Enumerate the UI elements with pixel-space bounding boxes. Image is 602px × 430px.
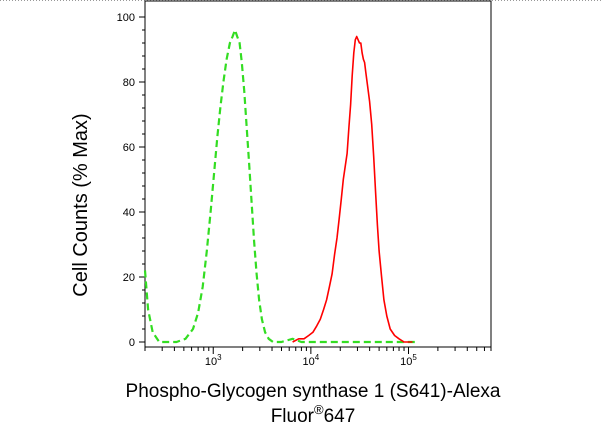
registered-mark: ® <box>314 402 324 417</box>
x-axis: 103 104 105 <box>144 347 492 368</box>
y-axis: 0 20 40 60 80 100 <box>117 12 145 349</box>
y-tick-label: 60 <box>123 142 135 154</box>
y-tick-label: 0 <box>129 337 135 349</box>
x-axis-title-line1: Phospho-Glycogen synthase 1 (S641)-Alexa <box>126 381 501 402</box>
x-tick-label-base: 10 <box>303 356 315 368</box>
x-axis-title-line2: Fluor®647 <box>271 402 356 427</box>
x-tick-label-base: 10 <box>400 356 412 368</box>
series-line-2 <box>292 35 413 343</box>
series-line-1 <box>143 28 417 344</box>
y-axis-title: Cell Counts (% Max) <box>70 113 92 296</box>
x-tick-label-exponent: 3 <box>217 353 222 362</box>
x-tick-label: 103 <box>205 353 222 368</box>
x-tick-label-base: 10 <box>205 356 217 368</box>
series-layer <box>143 28 417 344</box>
x-tick-label-exponent: 5 <box>412 353 417 362</box>
y-tick-label: 100 <box>117 12 135 24</box>
x-tick-label: 105 <box>400 353 417 368</box>
x-axis-title-647: 647 <box>324 406 356 427</box>
plot-area <box>144 0 492 348</box>
y-tick-label: 80 <box>123 77 135 89</box>
y-tick-label: 40 <box>123 207 135 219</box>
x-tick-label-exponent: 4 <box>315 353 320 362</box>
x-axis-title-fluor: Fluor <box>271 406 315 427</box>
y-tick-label: 20 <box>123 272 135 284</box>
x-tick-label: 104 <box>303 353 320 368</box>
